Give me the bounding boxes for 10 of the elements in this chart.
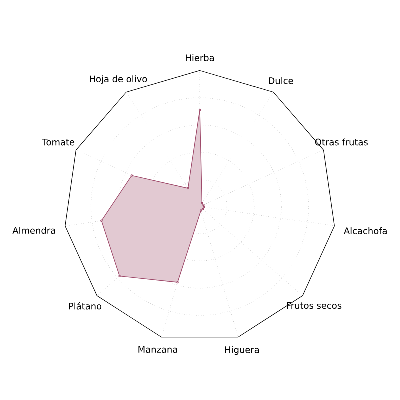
- spoke-label: Dulce: [269, 77, 294, 84]
- spoke-label: Manzana: [138, 346, 178, 354]
- spoke-label: Hoja de olivo: [90, 76, 148, 84]
- spoke-label: Plátano: [69, 302, 102, 310]
- spoke-label: Hierba: [186, 54, 214, 62]
- spoke-label: Tomate: [42, 139, 75, 146]
- spoke-label: Frutos secos: [287, 302, 342, 310]
- spoke-label: Almendra: [12, 227, 56, 234]
- spoke-label: Higuera: [225, 346, 260, 356]
- spoke-label: Alcachofa: [344, 228, 387, 234]
